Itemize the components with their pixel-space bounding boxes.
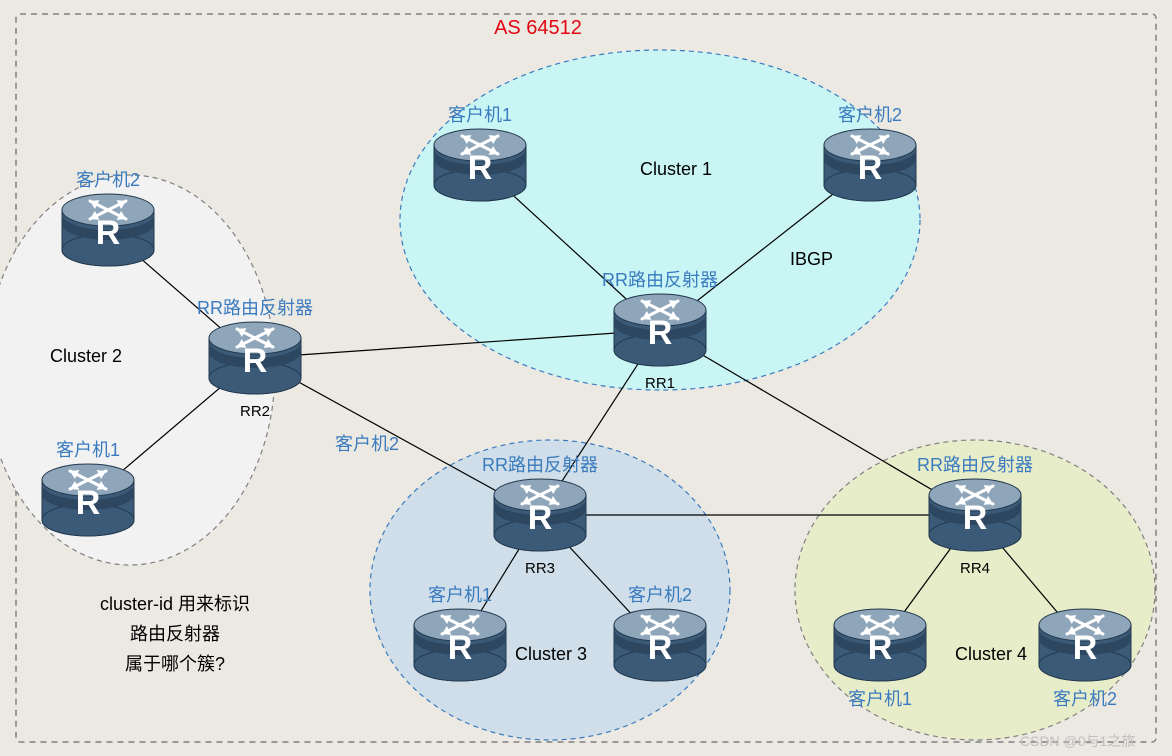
router-rr3: R [494, 479, 586, 551]
cluster-label-c1: Cluster 1 [640, 159, 712, 179]
svg-text:R: R [868, 629, 893, 667]
note-line-0: cluster-id 用来标识 [100, 594, 250, 614]
label-bottom-rr3: RR3 [525, 560, 555, 577]
label-top-c3b: 客户机2 [628, 585, 692, 605]
router-c3a: R [414, 609, 506, 681]
svg-text:R: R [1073, 629, 1098, 667]
as-title: AS 64512 [494, 17, 582, 39]
label-bottom-rr1: RR1 [645, 375, 675, 392]
extra-label-1: 客户机2 [335, 434, 399, 454]
note-line-2: 属于哪个簇? [125, 654, 225, 674]
label-top-rr3: RR路由反射器 [482, 455, 598, 475]
note-line-1: 路由反射器 [130, 624, 220, 644]
label-top-c2a: 客户机2 [76, 170, 140, 190]
svg-text:R: R [648, 314, 673, 352]
router-c4a: R [834, 609, 926, 681]
network-diagram: RRR路由反射器RR1RRR路由反射器RR2RRR路由反射器RR3RRR路由反射… [0, 0, 1172, 756]
svg-text:R: R [76, 484, 101, 522]
watermark: CSDN @0与1之旅 [1020, 733, 1135, 749]
label-top-c1b: 客户机2 [838, 105, 902, 125]
svg-text:R: R [648, 629, 673, 667]
extra-label-0: IBGP [790, 249, 833, 269]
router-c1b: R [824, 129, 916, 201]
svg-text:R: R [243, 342, 268, 380]
cluster-label-c4: Cluster 4 [955, 644, 1027, 664]
svg-text:R: R [528, 499, 553, 537]
diagram-stage: RRR路由反射器RR1RRR路由反射器RR2RRR路由反射器RR3RRR路由反射… [0, 0, 1172, 756]
router-c4b: R [1039, 609, 1131, 681]
label-top-rr2: RR路由反射器 [197, 298, 313, 318]
label-top-rr1: RR路由反射器 [602, 270, 718, 290]
svg-text:R: R [963, 499, 988, 537]
router-c3b: R [614, 609, 706, 681]
label-bottom-rr2: RR2 [240, 403, 270, 420]
label-top-c2b: 客户机1 [56, 440, 120, 460]
router-c1a: R [434, 129, 526, 201]
svg-text:R: R [96, 214, 121, 252]
router-c2a: R [62, 194, 154, 266]
cluster-label-c2: Cluster 2 [50, 346, 122, 366]
svg-text:R: R [468, 149, 493, 187]
router-c2b: R [42, 464, 134, 536]
label-bottom2-c4b: 客户机2 [1053, 689, 1117, 709]
router-rr1: R [614, 294, 706, 366]
label-top-rr4: RR路由反射器 [917, 455, 1033, 475]
label-bottom2-c4a: 客户机1 [848, 689, 912, 709]
router-rr2: R [209, 322, 301, 394]
svg-text:R: R [858, 149, 883, 187]
label-top-c3a: 客户机1 [428, 585, 492, 605]
router-rr4: R [929, 479, 1021, 551]
cluster-label-c3: Cluster 3 [515, 644, 587, 664]
label-top-c1a: 客户机1 [448, 105, 512, 125]
svg-text:R: R [448, 629, 473, 667]
label-bottom-rr4: RR4 [960, 560, 990, 577]
